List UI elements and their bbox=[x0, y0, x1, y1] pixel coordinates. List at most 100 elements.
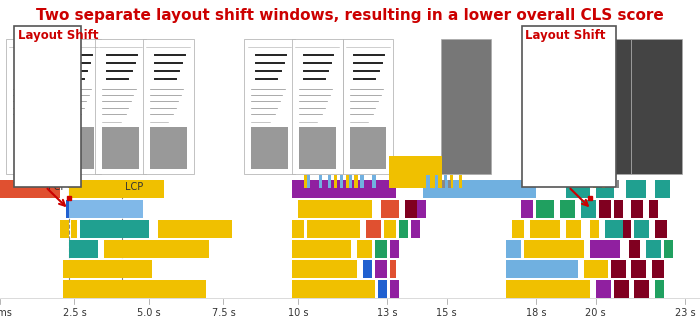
Bar bbox=[646, 240, 662, 258]
Bar bbox=[62, 280, 206, 298]
Bar bbox=[384, 220, 396, 238]
Bar bbox=[566, 220, 581, 238]
Text: Layout Shift: Layout Shift bbox=[18, 29, 98, 42]
Bar bbox=[423, 180, 536, 198]
Bar bbox=[366, 220, 382, 238]
Bar bbox=[342, 39, 393, 174]
Bar bbox=[593, 175, 596, 188]
Bar bbox=[417, 175, 421, 188]
Bar bbox=[506, 280, 590, 298]
Text: 18 s: 18 s bbox=[526, 308, 547, 317]
Bar bbox=[354, 175, 358, 188]
Bar bbox=[389, 156, 442, 188]
Bar bbox=[346, 175, 349, 188]
Bar bbox=[304, 175, 307, 188]
Bar bbox=[50, 39, 102, 174]
Bar bbox=[0, 180, 60, 198]
Bar bbox=[622, 220, 631, 238]
Bar bbox=[349, 175, 352, 188]
Bar bbox=[292, 260, 358, 278]
Text: 2.5 s: 2.5 s bbox=[62, 308, 86, 317]
Bar bbox=[358, 240, 372, 258]
Bar bbox=[441, 39, 491, 174]
Bar bbox=[70, 180, 74, 188]
Bar bbox=[652, 260, 664, 278]
Bar bbox=[378, 280, 387, 298]
Bar bbox=[435, 175, 438, 188]
Bar bbox=[307, 175, 310, 188]
Text: 20 s: 20 s bbox=[585, 308, 606, 317]
Bar bbox=[598, 200, 610, 218]
Bar bbox=[66, 200, 74, 218]
Bar bbox=[506, 240, 522, 258]
Text: 7.5 s: 7.5 s bbox=[211, 308, 235, 317]
Bar bbox=[530, 220, 560, 238]
Bar bbox=[334, 175, 337, 188]
Bar bbox=[631, 39, 682, 174]
Bar bbox=[104, 240, 209, 258]
Bar bbox=[298, 200, 372, 218]
Bar bbox=[292, 280, 375, 298]
Bar bbox=[375, 240, 387, 258]
Bar bbox=[596, 280, 610, 298]
Bar bbox=[634, 280, 650, 298]
Bar bbox=[614, 280, 629, 298]
Bar bbox=[584, 260, 608, 278]
Bar bbox=[655, 220, 667, 238]
Bar bbox=[372, 175, 376, 188]
Text: 5.0 s: 5.0 s bbox=[137, 308, 161, 317]
Bar bbox=[244, 39, 295, 174]
Bar bbox=[444, 175, 447, 188]
Bar bbox=[448, 180, 451, 188]
Bar bbox=[417, 200, 426, 218]
Bar bbox=[78, 200, 86, 218]
Text: 23 s: 23 s bbox=[675, 308, 695, 317]
Bar bbox=[560, 200, 575, 218]
Bar bbox=[590, 220, 598, 238]
Bar bbox=[605, 220, 622, 238]
Bar bbox=[399, 220, 408, 238]
Bar bbox=[581, 200, 596, 218]
Bar bbox=[429, 175, 433, 188]
Bar bbox=[524, 240, 584, 258]
Bar bbox=[602, 175, 606, 188]
Bar bbox=[340, 175, 343, 188]
Bar bbox=[292, 39, 342, 174]
Bar bbox=[6, 39, 57, 174]
Bar bbox=[566, 180, 590, 198]
Bar bbox=[426, 175, 430, 188]
Bar bbox=[522, 26, 616, 187]
Bar bbox=[664, 240, 673, 258]
Bar bbox=[57, 127, 94, 169]
Bar bbox=[631, 260, 646, 278]
Bar bbox=[411, 220, 420, 238]
Bar bbox=[299, 127, 335, 169]
Bar bbox=[80, 220, 149, 238]
Bar bbox=[438, 175, 442, 188]
Bar bbox=[292, 240, 351, 258]
Bar bbox=[450, 175, 454, 188]
Bar bbox=[60, 220, 69, 238]
Bar bbox=[626, 180, 646, 198]
Bar bbox=[360, 175, 364, 188]
Bar bbox=[318, 175, 322, 188]
Bar bbox=[150, 127, 187, 169]
Text: FCP: FCP bbox=[48, 182, 66, 192]
Bar bbox=[349, 127, 386, 169]
Bar bbox=[405, 200, 420, 218]
Bar bbox=[95, 39, 146, 174]
Text: 0 ms: 0 ms bbox=[0, 308, 12, 317]
Bar bbox=[14, 26, 80, 187]
Bar bbox=[458, 175, 462, 188]
Bar bbox=[318, 175, 322, 188]
Bar bbox=[399, 175, 402, 188]
Bar bbox=[581, 39, 631, 174]
Bar bbox=[390, 280, 399, 298]
Bar bbox=[629, 240, 640, 258]
Bar bbox=[390, 240, 399, 258]
Bar bbox=[251, 127, 288, 169]
Bar bbox=[655, 280, 664, 298]
Text: Layout Shift: Layout Shift bbox=[525, 29, 606, 42]
Text: LCP: LCP bbox=[125, 182, 143, 192]
Bar bbox=[69, 200, 143, 218]
